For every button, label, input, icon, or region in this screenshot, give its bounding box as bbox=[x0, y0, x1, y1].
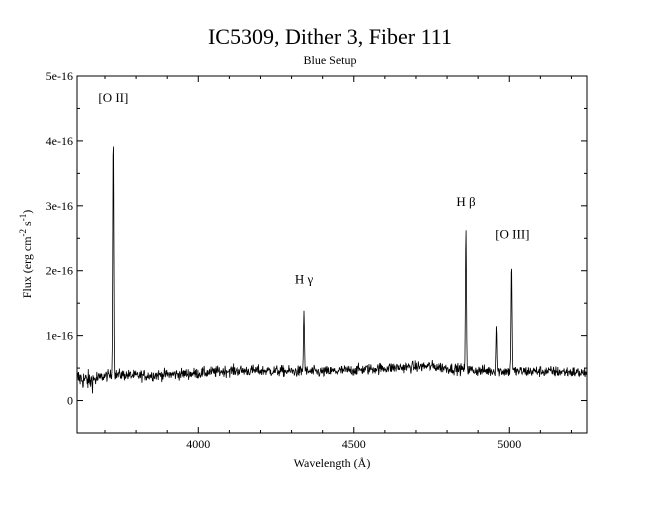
emission-line-label: H β bbox=[456, 194, 476, 209]
y-tick-label: 1e-16 bbox=[46, 329, 73, 343]
emission-line-label: H γ bbox=[295, 272, 314, 287]
x-axis-label: Wavelength (Å) bbox=[294, 456, 371, 470]
y-tick-label: 3e-16 bbox=[46, 199, 73, 213]
y-axis-label: Flux (erg cm-2 s-1) bbox=[18, 210, 34, 298]
x-tick-label: 4500 bbox=[342, 437, 366, 451]
axis-ticks bbox=[77, 75, 587, 434]
axis-tick-labels: 4000 4500 5000 0 1e-16 2e-16 3e-16 4e-16 5e-16 bbox=[46, 69, 522, 451]
y-tick-label: 2e-16 bbox=[46, 264, 73, 278]
x-tick-label: 4000 bbox=[186, 437, 210, 451]
chart-title: IC5309, Dither 3, Fiber 111 bbox=[208, 24, 452, 49]
chart-subtitle: Blue Setup bbox=[304, 53, 357, 67]
emission-line-label: [O II] bbox=[98, 90, 128, 105]
y-tick-label: 4e-16 bbox=[46, 134, 73, 148]
spectrum-line bbox=[76, 146, 588, 394]
plot-frame bbox=[76, 75, 588, 434]
emission-line-label: [O III] bbox=[495, 226, 529, 241]
y-tick-label: 0 bbox=[67, 394, 73, 408]
y-tick-label: 5e-16 bbox=[46, 69, 73, 83]
x-tick-label: 5000 bbox=[497, 437, 521, 451]
line-annotations: [O II] H γ H β [O III] bbox=[98, 90, 529, 287]
